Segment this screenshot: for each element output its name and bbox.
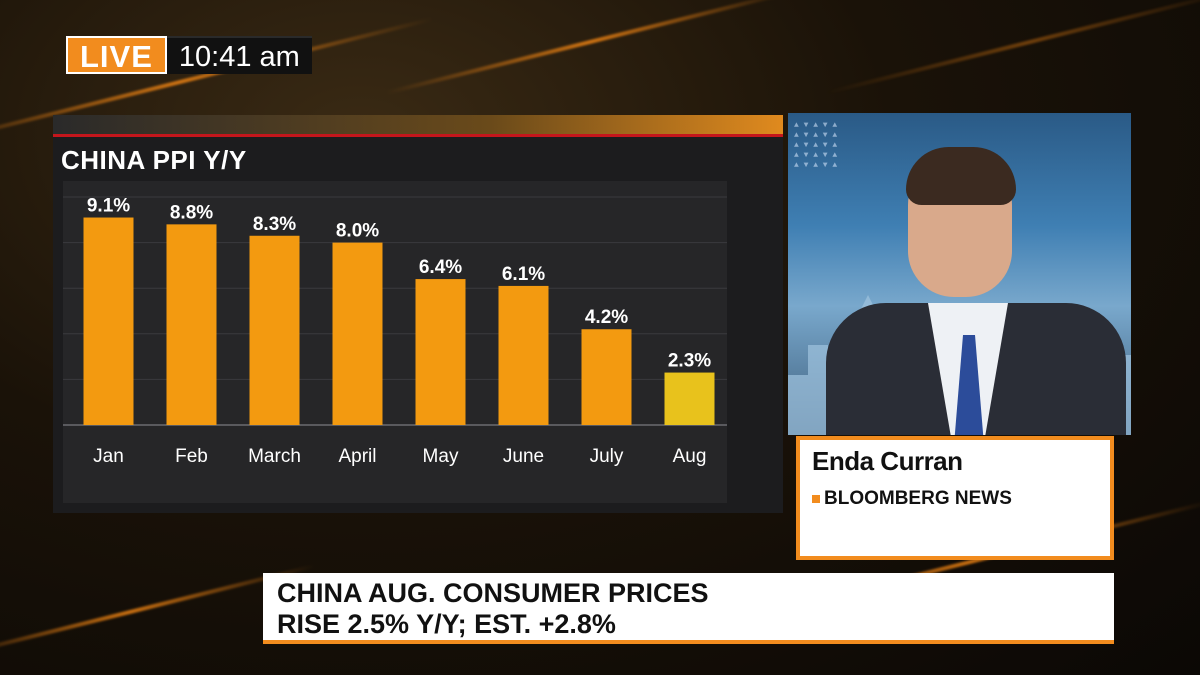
guest-name-card: Enda Curran BLOOMBERG NEWS [796, 436, 1114, 560]
category-label-april: April [338, 446, 376, 467]
chart-header-strip [53, 115, 783, 137]
category-label-may: May [423, 446, 459, 467]
headline-lower-third: CHINA AUG. CONSUMER PRICES RISE 2.5% Y/Y… [263, 573, 1114, 644]
category-label-aug: Aug [673, 446, 707, 467]
category-label-june: June [503, 446, 544, 467]
bar-feb [166, 224, 217, 425]
broadcast-time: 10:41 am [166, 36, 312, 74]
value-label-june: 6.1% [502, 264, 545, 285]
category-label-july: July [590, 446, 624, 467]
chart-title: CHINA PPI Y/Y [61, 145, 247, 175]
bar-july [581, 329, 632, 425]
guest-hair [906, 147, 1016, 205]
live-bug: LIVE 10:41 am [66, 36, 312, 74]
value-label-july: 4.2% [585, 307, 628, 328]
value-label-jan: 9.1% [87, 196, 130, 217]
bar-may [415, 279, 466, 425]
value-label-feb: 8.8% [170, 202, 213, 223]
guest-video: ▲ ▼ ▲ ▼ ▲ ▲ ▼ ▲ ▼ ▲ ▲ ▼ ▲ ▼ ▲ ▲ ▼ ▲ ▼ ▲ ▲ ▼ … [788, 113, 1131, 435]
value-label-april: 8.0% [336, 221, 379, 242]
category-label-jan: Jan [93, 446, 124, 467]
bar-april [332, 242, 383, 425]
bar-june [498, 285, 549, 425]
plot-area: 9.1% Jan 8.8% Feb 8.3% March 8.0% April 6.4% May 6… [63, 181, 727, 503]
orange-bullet-icon [812, 495, 820, 503]
bar-march [249, 235, 300, 425]
value-label-aug: 2.3% [668, 351, 711, 372]
bar-jan [83, 217, 134, 425]
guest-organization: BLOOMBERG NEWS [812, 488, 1012, 510]
category-label-feb: Feb [175, 446, 208, 467]
category-label-march: March [248, 446, 301, 467]
bar-aug [664, 372, 715, 425]
value-label-may: 6.4% [419, 257, 462, 278]
guest-name: Enda Curran [812, 446, 963, 476]
live-label: LIVE [66, 36, 167, 74]
organization-label: BLOOMBERG NEWS [824, 488, 1012, 509]
bar-chart: 9.1% Jan 8.8% Feb 8.3% March 8.0% April 6.4% May 6… [63, 196, 727, 467]
background-monitor: ▲ ▼ ▲ ▼ ▲ ▲ ▼ ▲ ▼ ▲ ▲ ▼ ▲ ▼ ▲ ▲ ▼ ▲ ▼ ▲ ▲ ▼ … [794, 121, 838, 170]
value-label-march: 8.3% [253, 214, 296, 235]
headline-line-2: RISE 2.5% Y/Y; EST. +2.8% [277, 609, 616, 639]
headline-line-1: CHINA AUG. CONSUMER PRICES [277, 578, 709, 608]
chart-panel: CHINA PPI Y/Y 9.1% Jan 8.8% Feb 8.3% March 8.0… [53, 115, 783, 513]
